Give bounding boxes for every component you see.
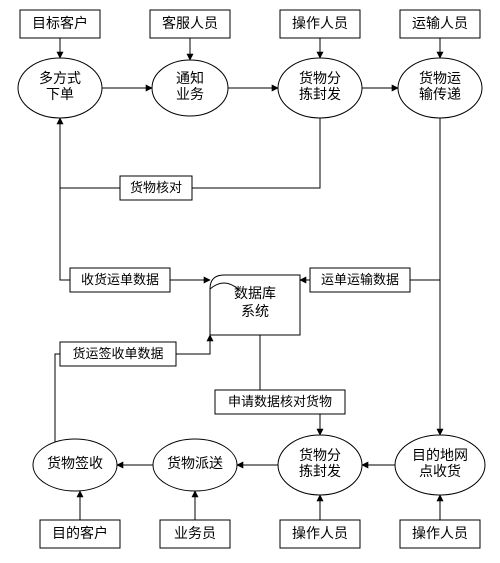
actor-label-r6: 业务员 <box>174 526 216 542</box>
actor-label-r5: 目的客户 <box>52 525 108 542</box>
process-label-e5-0: 货物签收 <box>47 455 103 472</box>
process-label-e8-0: 目的地网 <box>412 448 468 464</box>
edge-e4-db <box>300 118 440 280</box>
process-label-e6-0: 货物派送 <box>167 455 223 472</box>
edge-label-text-lb5: 申请数据核对货物 <box>228 394 332 409</box>
edge-label-text-lb2: 收货运单数据 <box>81 272 159 287</box>
actor-label-r2: 客服人员 <box>162 15 218 32</box>
edge-db-e7 <box>260 335 320 435</box>
database-label-0: 数据库 <box>234 286 276 302</box>
actor-label-r1: 目标客户 <box>32 15 88 32</box>
process-label-e3-1: 拣封发 <box>299 87 341 103</box>
process-label-e4-0: 货物运 <box>419 70 461 87</box>
process-label-e1-1: 下单 <box>46 87 74 103</box>
database-label-1: 系统 <box>241 304 269 320</box>
actor-label-r8: 操作人员 <box>412 526 468 542</box>
process-label-e2-0: 通知 <box>176 70 204 87</box>
actor-label-r3: 操作人员 <box>292 16 348 32</box>
process-label-e3-0: 货物分 <box>299 70 341 87</box>
actor-label-r7: 操作人员 <box>292 526 348 542</box>
process-label-e7-1: 拣封发 <box>299 464 341 480</box>
edge-label-text-lb4: 货运签收单数据 <box>72 346 163 361</box>
process-label-e4-1: 输传递 <box>419 87 461 103</box>
process-label-e8-1: 点收货 <box>419 463 461 480</box>
process-label-e1-0: 多方式 <box>39 70 81 87</box>
process-label-e2-1: 业务 <box>176 87 204 103</box>
process-label-e7-0: 货物分 <box>299 447 341 464</box>
edge-label-text-lb3: 运单运输数据 <box>321 272 399 287</box>
actor-label-r4: 运输人员 <box>412 16 468 32</box>
flowchart-canvas: 目标客户客服人员操作人员运输人员目的客户业务员操作人员操作人员多方式下单通知业务… <box>0 0 500 563</box>
edge-label-text-lb1: 货物核对 <box>130 180 182 195</box>
